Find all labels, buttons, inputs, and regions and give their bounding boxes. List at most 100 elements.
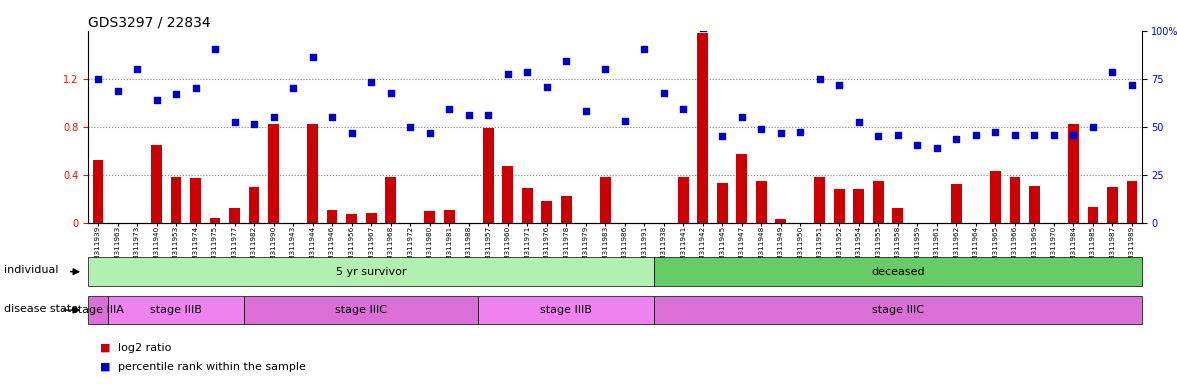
Bar: [424, 211, 435, 223]
Text: percentile rank within the sample: percentile rank within the sample: [118, 362, 306, 372]
Point: [459, 112, 478, 118]
Point: [616, 118, 634, 124]
Point: [966, 132, 985, 138]
Point: [674, 106, 693, 112]
Point: [167, 91, 186, 98]
Point: [343, 130, 361, 136]
Point: [732, 114, 751, 120]
Bar: [245, 296, 478, 324]
Bar: [1126, 181, 1137, 223]
Bar: [444, 210, 454, 223]
Bar: [834, 189, 845, 223]
Point: [147, 97, 166, 103]
Point: [1005, 132, 1024, 138]
Point: [986, 128, 1005, 135]
Point: [440, 106, 459, 112]
Point: [186, 85, 205, 91]
Point: [927, 145, 946, 151]
Bar: [151, 145, 162, 223]
Point: [264, 114, 282, 120]
Bar: [756, 181, 766, 223]
Text: ■: ■: [100, 362, 111, 372]
Bar: [191, 178, 201, 223]
Point: [1103, 68, 1122, 74]
Point: [850, 119, 869, 125]
Bar: [892, 208, 903, 223]
Point: [88, 76, 107, 82]
Bar: [478, 296, 654, 324]
Bar: [1029, 185, 1039, 223]
Bar: [327, 210, 338, 223]
Point: [791, 128, 810, 135]
Point: [1084, 124, 1103, 130]
Point: [752, 126, 771, 132]
Bar: [210, 218, 220, 223]
Bar: [654, 296, 1142, 324]
Bar: [737, 154, 747, 223]
Bar: [268, 124, 279, 223]
Point: [947, 136, 966, 142]
Text: stage IIIA: stage IIIA: [72, 305, 124, 315]
Bar: [248, 187, 259, 223]
Bar: [1108, 187, 1118, 223]
Bar: [1088, 207, 1098, 223]
Text: log2 ratio: log2 ratio: [118, 343, 171, 353]
Point: [518, 68, 537, 74]
Bar: [814, 177, 825, 223]
Text: individual: individual: [5, 265, 59, 275]
Point: [206, 46, 225, 52]
Bar: [1010, 177, 1020, 223]
Point: [557, 58, 576, 64]
Point: [322, 114, 341, 120]
Bar: [698, 33, 709, 223]
Bar: [521, 188, 532, 223]
Bar: [873, 181, 884, 223]
Point: [1123, 82, 1142, 88]
Bar: [483, 128, 493, 223]
Bar: [990, 171, 1000, 223]
Point: [1025, 132, 1044, 138]
Point: [245, 121, 264, 127]
Point: [634, 46, 653, 52]
Bar: [346, 214, 357, 223]
Bar: [108, 296, 245, 324]
Bar: [541, 201, 552, 223]
Bar: [93, 161, 104, 223]
Bar: [951, 184, 962, 223]
Point: [907, 142, 926, 148]
Bar: [717, 183, 727, 223]
Bar: [230, 208, 240, 223]
Point: [1064, 132, 1083, 138]
Bar: [366, 213, 377, 223]
Point: [596, 66, 614, 72]
Point: [284, 85, 302, 91]
Bar: [503, 166, 513, 223]
Point: [225, 119, 244, 125]
Point: [304, 54, 322, 60]
Point: [420, 130, 439, 136]
Bar: [307, 124, 318, 223]
Bar: [88, 296, 108, 324]
Point: [693, 25, 712, 31]
Text: stage IIIC: stage IIIC: [335, 305, 387, 315]
Point: [400, 124, 419, 130]
Text: ■: ■: [100, 343, 111, 353]
Point: [127, 66, 146, 72]
Text: stage IIIC: stage IIIC: [872, 305, 924, 315]
Bar: [561, 196, 572, 223]
Text: 5 yr survivor: 5 yr survivor: [335, 266, 406, 277]
Bar: [600, 177, 611, 223]
Point: [713, 133, 732, 139]
Text: disease state: disease state: [5, 304, 79, 314]
Bar: [678, 177, 689, 223]
Point: [654, 90, 673, 96]
Text: GDS3297 / 22834: GDS3297 / 22834: [88, 16, 211, 30]
Text: stage IIIB: stage IIIB: [151, 305, 202, 315]
Text: stage IIIB: stage IIIB: [540, 305, 592, 315]
Bar: [654, 257, 1142, 286]
Bar: [385, 177, 395, 223]
Point: [771, 130, 790, 136]
Point: [1044, 132, 1063, 138]
Bar: [171, 177, 181, 223]
Point: [811, 76, 830, 82]
